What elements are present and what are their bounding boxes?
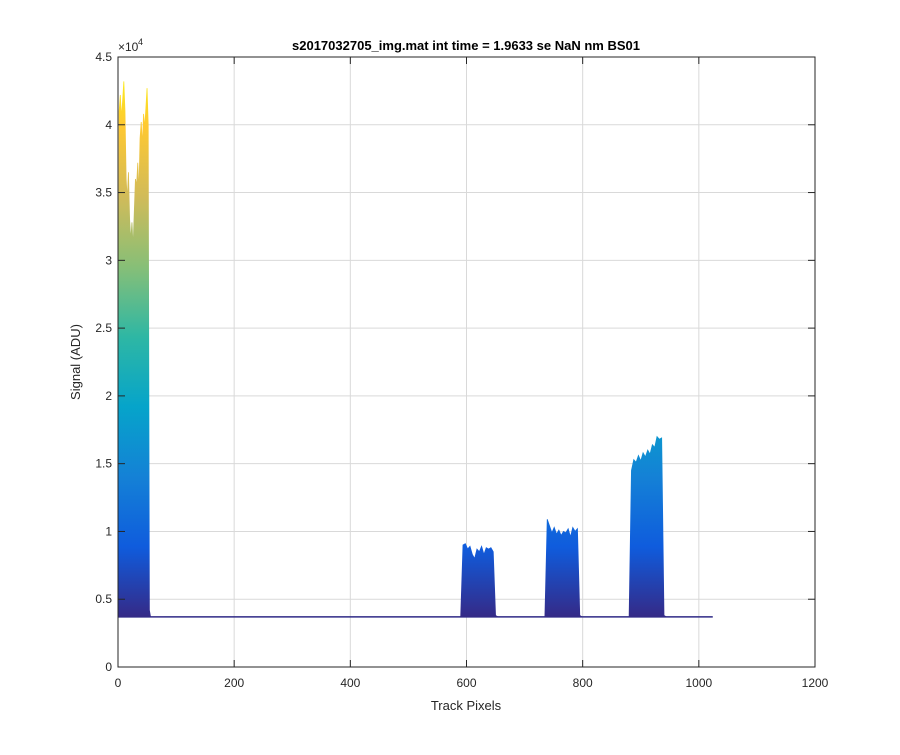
y-tick-label: 2 <box>105 389 112 403</box>
y-tick-label: 0 <box>105 660 112 674</box>
signal-peak-outline-4 <box>628 435 667 618</box>
y-tick-label: 0.5 <box>95 592 112 606</box>
x-tick-label: 1000 <box>685 676 712 690</box>
y-tick-label: 3.5 <box>95 186 112 200</box>
signal-peak-4 <box>629 436 667 617</box>
x-tick-label: 0 <box>115 676 122 690</box>
y-exponent-label: ×10 4 <box>118 37 143 54</box>
chart-title: s2017032705_img.mat int time = 1.9633 se… <box>292 38 640 53</box>
x-axis-label: Track Pixels <box>431 698 502 713</box>
grid <box>118 57 815 667</box>
x-tick-label: 200 <box>224 676 244 690</box>
signal-peak-outline-3 <box>544 519 583 618</box>
y-tick-label: 1.5 <box>95 457 112 471</box>
y-tick-label: 4 <box>105 118 112 132</box>
y-exponent-power: 4 <box>138 37 143 47</box>
y-tick-label: 4.5 <box>95 50 112 64</box>
y-axis-label: Signal (ADU) <box>68 324 83 400</box>
y-exponent-base: ×10 <box>118 40 139 54</box>
x-tick-label: 400 <box>340 676 360 690</box>
y-tick-label: 2.5 <box>95 321 112 335</box>
signal-peak-outline-2 <box>460 543 499 618</box>
y-tick-label: 3 <box>105 253 112 267</box>
signal-peak-3 <box>544 519 583 617</box>
signal-peak-1 <box>118 81 165 617</box>
data-marks <box>117 81 713 618</box>
signal-peak-outline-1 <box>117 81 165 618</box>
x-tick-label: 800 <box>573 676 593 690</box>
x-tick-label: 600 <box>456 676 476 690</box>
signal-peak-2 <box>460 543 498 617</box>
y-tick-label: 1 <box>105 524 112 538</box>
x-tick-label: 1200 <box>802 676 829 690</box>
ticks: 0 200 400 600 800 1000 1200 0 0.5 1 1.5 2 2.5 3 3.5 4 4.… <box>95 50 828 690</box>
